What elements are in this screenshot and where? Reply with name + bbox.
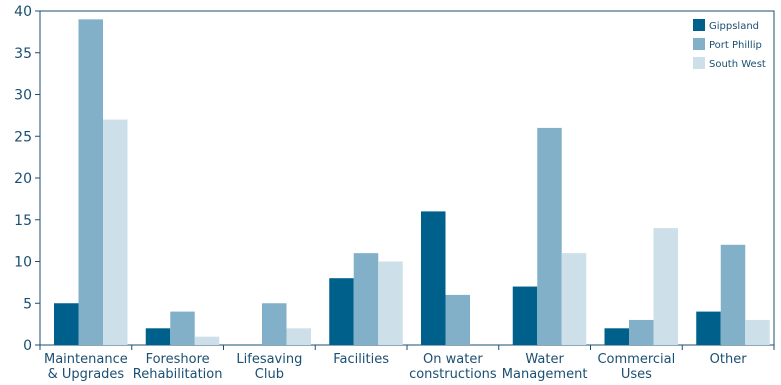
x-category-label: Foreshore <box>146 352 210 367</box>
bar-port-phillip <box>170 311 195 345</box>
y-tick-label: 0 <box>23 338 32 354</box>
y-tick-label: 35 <box>14 46 32 62</box>
bar-port-phillip <box>353 253 379 345</box>
bars <box>54 19 770 346</box>
y-tick-label: 30 <box>14 88 32 104</box>
bar-gippsland <box>54 303 79 345</box>
bar-gippsland <box>512 286 538 345</box>
bar-port-phillip <box>262 303 287 345</box>
legend-label: Port Phillip <box>709 40 762 51</box>
y-tick-label: 10 <box>14 255 32 271</box>
y-tick-label: 20 <box>14 171 32 187</box>
bar-gippsland <box>604 328 629 345</box>
x-category-label: Club <box>255 367 284 382</box>
legend-swatch <box>693 19 705 31</box>
legend-label: South West <box>709 59 766 70</box>
y-axis: 0 5 10 15 20 25 30 35 40 <box>14 4 40 354</box>
bar-south-west <box>653 228 678 345</box>
bar-gippsland <box>329 278 354 345</box>
bar-gippsland <box>145 328 171 345</box>
x-category-label: Maintenance <box>44 352 128 367</box>
x-category-label: Rehabilitation <box>133 367 223 382</box>
legend-swatch <box>693 57 705 69</box>
bar-gippsland <box>421 211 446 345</box>
x-category-label: Uses <box>621 367 652 382</box>
legend-label: Gippsland <box>709 21 759 32</box>
legend: Gippsland Port Phillip South West <box>693 19 766 70</box>
x-category-label: & Upgrades <box>48 367 125 382</box>
bar-south-west <box>286 328 311 345</box>
bar-south-west <box>378 261 403 345</box>
bar-south-west <box>745 319 770 345</box>
x-category-label: Commercial <box>597 352 675 367</box>
x-category-label: Other <box>710 352 748 367</box>
bar-port-phillip <box>445 294 470 345</box>
y-tick-label: 15 <box>14 213 32 229</box>
x-axis: Maintenance& Upgrades ForeshoreRehabilita… <box>39 345 775 382</box>
x-category-label: On water <box>423 352 483 367</box>
x-category-label: Management <box>502 367 588 382</box>
bar-port-phillip <box>537 127 562 346</box>
x-category-label: Facilities <box>333 352 389 367</box>
x-category-label: constructions <box>409 367 497 382</box>
legend-swatch <box>693 38 705 50</box>
bar-gippsland <box>696 311 721 345</box>
bar-port-phillip <box>720 244 746 345</box>
bar-port-phillip <box>629 319 654 345</box>
bar-south-west <box>194 336 220 345</box>
x-category-label: Lifesaving <box>236 352 302 367</box>
bar-south-west <box>561 253 587 345</box>
bar-port-phillip <box>78 19 103 345</box>
y-tick-label: 25 <box>14 129 32 145</box>
y-tick-label: 40 <box>14 4 32 20</box>
y-tick-label: 5 <box>23 296 32 312</box>
bar-south-west <box>103 119 128 345</box>
x-category-label: Water <box>525 352 564 367</box>
